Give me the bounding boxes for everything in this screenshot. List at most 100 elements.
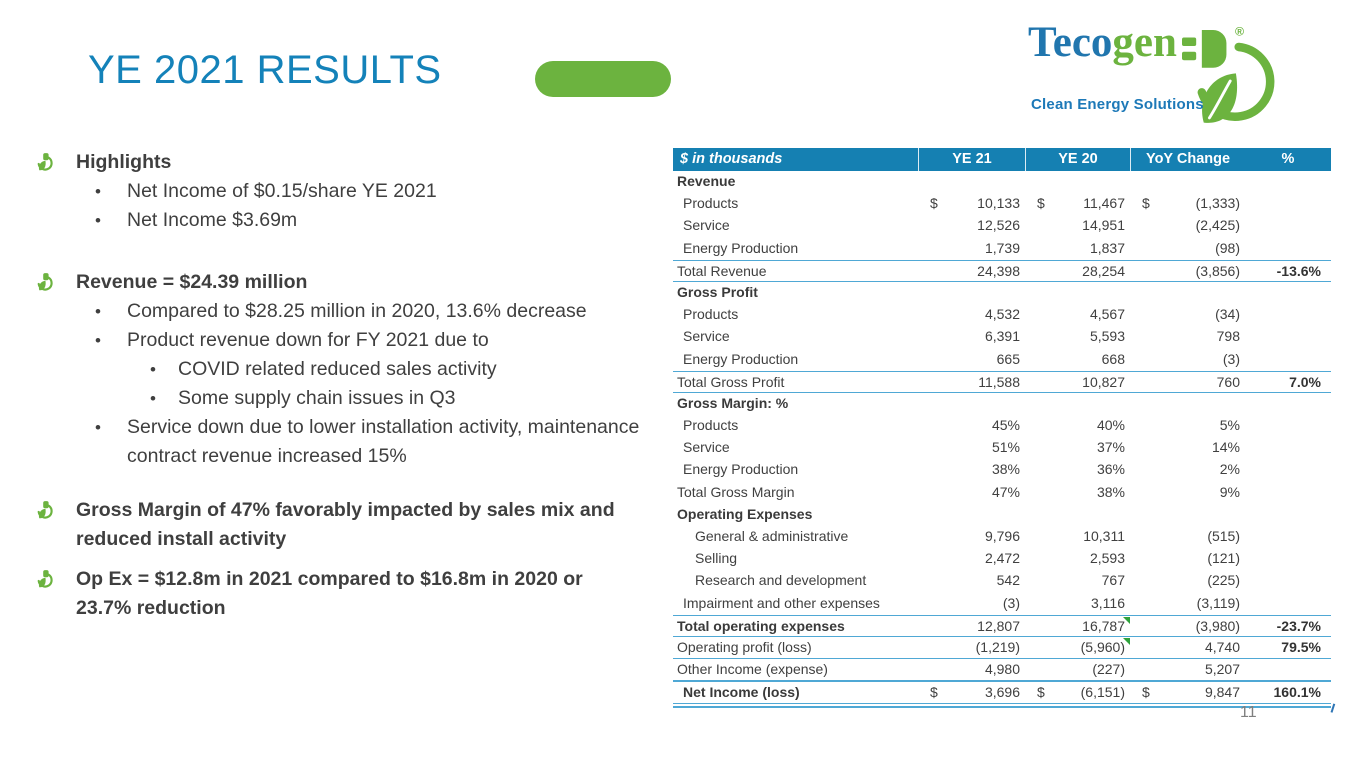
cell-label: Other Income (expense) (677, 661, 828, 678)
highlights-panel: Highlights • Net Income of $0.15/share YE … (30, 146, 660, 623)
cell-pct (1245, 304, 1331, 326)
cell-ye20 (1025, 171, 1130, 193)
cell-value: 10,311 (1083, 528, 1125, 544)
cell-value: 665 (996, 350, 1020, 367)
cell-pct (1245, 548, 1331, 570)
cell-value: 24,398 (977, 262, 1020, 279)
cell-yoy: 5,207 (1130, 659, 1245, 681)
table-header-cell: YoY Change (1130, 148, 1245, 171)
table-row: Total Gross Margin 47% 38% 9% (673, 482, 1331, 504)
cell-yoy: (34) (1130, 304, 1245, 326)
table-header-cell: YE 20 (1025, 148, 1130, 171)
cell-value: 12,526 (977, 217, 1020, 234)
cell-ye20: 767 (1025, 570, 1130, 592)
cell-value: 16,787 (1082, 617, 1125, 634)
tecogen-bullet-icon (36, 153, 54, 173)
wordmark-blue-part: Teco (1028, 19, 1113, 66)
cell-yoy: $ (1,333) (1130, 193, 1245, 215)
cell-value: (98) (1215, 239, 1240, 256)
cell-label: Total Gross Margin (677, 483, 795, 500)
cell-pct (1245, 193, 1331, 215)
cell-value: (1,219) (975, 638, 1020, 655)
cell-value: 9,847 (1204, 684, 1240, 701)
cell-ye21: 9,796 (918, 526, 1025, 548)
cell-pct (1245, 526, 1331, 548)
cell-value: 4,980 (984, 661, 1020, 678)
table-header-cell: % (1281, 151, 1295, 167)
dot-bullet-icon: • (95, 331, 101, 350)
cell-ye21: 665 (918, 349, 1025, 371)
cell-label: Gross Margin: % (677, 394, 789, 411)
cell-pct (1245, 437, 1331, 459)
cell-ye21: $3,696 (918, 682, 1025, 704)
cell-yoy (1130, 171, 1245, 193)
cell-label: Service (683, 439, 730, 456)
cell-yoy: (3,980) (1130, 616, 1245, 638)
cell-pct: -23.7% (1276, 617, 1321, 634)
table-row: Gross Margin: % (673, 393, 1331, 415)
bullet-text: Net Income $3.69m (127, 209, 298, 231)
cell-value: 4,532 (984, 306, 1020, 323)
table-row: Energy Production 665 668 (3) (673, 349, 1331, 371)
cell-ye20: 37% (1025, 437, 1130, 459)
cell-ye21: 4,532 (918, 304, 1025, 326)
cell-yoy: (515) (1130, 526, 1245, 548)
cell-value: (225) (1207, 572, 1240, 589)
cell-yoy: 9% (1130, 482, 1245, 504)
cell-value: 38% (991, 461, 1020, 478)
green-pill-shape (535, 61, 671, 97)
tecogen-mark-icon (37, 273, 53, 291)
cell-pct: -13.6% (1276, 262, 1321, 279)
bullet-text: Gross Margin of 47% favorably impacted b… (76, 499, 615, 550)
cell-yoy: 4,740 (1130, 637, 1245, 659)
bullet-item: • COVID related reduced sales activity (30, 355, 660, 384)
cell-label: Products (683, 306, 739, 323)
cell-value: 760 (1216, 373, 1240, 390)
cell-yoy (1130, 393, 1245, 415)
cell-label: Service (683, 217, 730, 234)
bullet-item: • Some supply chain issues in Q3 (30, 384, 660, 413)
cell-pct (1245, 215, 1331, 237)
cell-value: 14% (1211, 439, 1240, 456)
cell-value: 1,837 (1089, 239, 1125, 256)
cell-label: Operating Expenses (677, 505, 813, 522)
cell-value: 36% (1096, 461, 1125, 478)
cell-yoy: (2,425) (1130, 215, 1245, 237)
cell-ye20: 3,116 (1025, 593, 1130, 615)
cell-ye20: 14,951 (1025, 215, 1130, 237)
table-header-cell: $ in thousands (680, 151, 783, 167)
cell-ye20 (1025, 393, 1130, 415)
cell-ye20 (1025, 282, 1130, 304)
registered-mark: ® (1235, 25, 1244, 39)
cell-ye21: 11,588 (918, 372, 1025, 394)
cell-yoy (1130, 504, 1245, 526)
cell-ye21: (3) (918, 593, 1025, 615)
cell-ye20: $11,467 (1025, 193, 1130, 215)
cell-value: 668 (1101, 350, 1125, 367)
cell-pct: 7.0% (1289, 373, 1321, 390)
cell-ye21: 12,807 (918, 616, 1025, 638)
cell-value: (1,333) (1195, 195, 1240, 212)
cell-ye20: 1,837 (1025, 238, 1130, 260)
cell-ye20: 668 (1025, 349, 1130, 371)
cell-value: 767 (1101, 572, 1125, 589)
cell-pct (1245, 504, 1331, 526)
currency-symbol: $ (930, 195, 938, 212)
cell-ye20: (227) (1025, 659, 1130, 681)
cell-yoy: 798 (1130, 326, 1245, 348)
cell-value: 4,567 (1089, 306, 1125, 323)
bullet-text: Revenue = $24.39 million (76, 271, 308, 293)
cell-yoy: 760 (1130, 372, 1245, 394)
financial-table: $ in thousands YE 21 YE 20 YoY Change% Reven… (673, 148, 1336, 713)
cell-ye20: 16,787 (1025, 616, 1130, 638)
cell-ye20: (5,960) (1025, 637, 1130, 659)
cell-value: (3) (1222, 350, 1240, 367)
table-row: Other Income (expense) 4,980 (227) 5,207 (673, 659, 1331, 682)
cell-label: Service (683, 328, 730, 345)
cell-yoy: (121) (1130, 548, 1245, 570)
bullet-item: • Product revenue down for FY 2021 due to (30, 326, 660, 355)
cell-value: 1,739 (984, 239, 1020, 256)
cell-value: 798 (1216, 328, 1240, 345)
cell-value: 3,116 (1091, 594, 1125, 611)
